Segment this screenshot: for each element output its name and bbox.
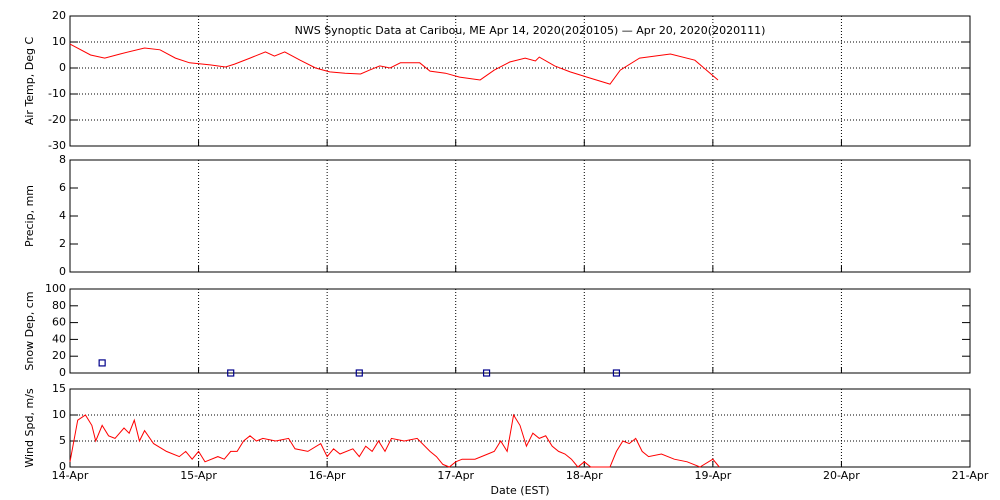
y-tick-label: 80 xyxy=(52,299,66,312)
data-point xyxy=(482,369,491,377)
x-tick-label: 20-Apr xyxy=(823,469,860,482)
y-tick-label: 2 xyxy=(59,237,66,250)
y-tick-label: 5 xyxy=(59,434,66,447)
x-tick-label: 21-Apr xyxy=(952,469,989,482)
x-tick-label: 17-Apr xyxy=(437,469,474,482)
data-line xyxy=(69,43,719,85)
y-tick-label: 6 xyxy=(59,181,66,194)
x-axis-label: Date (EST) xyxy=(490,484,549,497)
y-axis-label: Air Temp, Deg C xyxy=(23,37,36,126)
x-tick-label: 15-Apr xyxy=(180,469,217,482)
y-tick-label: -10 xyxy=(48,87,66,100)
x-tick-label: 16-Apr xyxy=(309,469,346,482)
plot-frame xyxy=(69,15,971,147)
y-tick-label: -20 xyxy=(48,113,66,126)
y-axis-label: Wind Spd, m/s xyxy=(23,388,36,468)
y-tick-label: 10 xyxy=(52,408,66,421)
x-tick-label: 14-Apr xyxy=(52,469,89,482)
y-tick-label: 20 xyxy=(52,349,66,362)
y-tick-label: 40 xyxy=(52,332,66,345)
y-tick-label: 8 xyxy=(59,153,66,166)
data-line xyxy=(69,413,720,468)
y-tick-label: 0 xyxy=(59,366,66,379)
data-point xyxy=(612,369,621,377)
y-axis-label: Precip, mm xyxy=(23,185,36,247)
data-point xyxy=(227,369,235,377)
y-tick-label: 20 xyxy=(52,9,66,22)
y-tick-label: 4 xyxy=(59,209,66,222)
y-tick-label: 0 xyxy=(59,460,66,473)
y-tick-label: 100 xyxy=(45,282,66,295)
x-tick-label: 18-Apr xyxy=(566,469,603,482)
y-tick-label: 0 xyxy=(59,265,66,278)
x-tick-label: 19-Apr xyxy=(694,469,731,482)
y-tick-label: 60 xyxy=(52,316,66,329)
y-tick-label: 15 xyxy=(52,382,66,395)
y-tick-label: -30 xyxy=(48,139,66,152)
y-tick-label: 10 xyxy=(52,35,66,48)
data-point xyxy=(98,359,106,367)
data-point xyxy=(355,369,363,377)
y-tick-label: 0 xyxy=(59,61,66,74)
y-axis-label: Snow Dep, cm xyxy=(23,291,36,370)
chart-title: NWS Synoptic Data at Caribou, ME Apr 14,… xyxy=(295,24,766,37)
